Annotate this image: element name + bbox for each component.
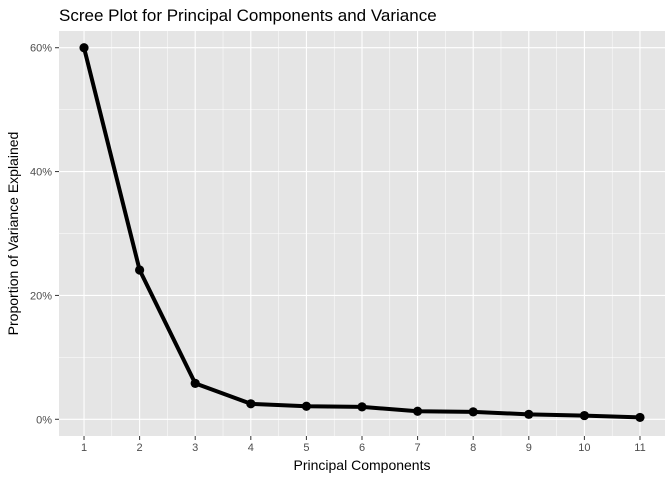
data-point-pc7 [413, 407, 422, 416]
y-axis-ticks: 0% 20% 40% 60% [30, 43, 59, 427]
x-axis-ticks: 1 2 3 4 5 6 7 8 9 10 11 [81, 436, 646, 454]
data-point-pc5 [302, 402, 311, 411]
x-tick-label: 5 [303, 442, 309, 454]
data-point-pc1 [79, 43, 88, 52]
y-tick-label: 0% [36, 414, 52, 426]
y-axis-label: Proportion of Variance Explained [5, 132, 21, 336]
x-tick-label: 7 [415, 442, 421, 454]
data-point-pc10 [580, 411, 589, 420]
x-tick-label: 6 [359, 442, 365, 454]
data-point-pc9 [524, 410, 533, 419]
x-tick-label: 10 [578, 442, 590, 454]
data-point-pc4 [246, 399, 255, 408]
y-tick-label: 20% [30, 290, 52, 302]
x-tick-label: 4 [248, 442, 254, 454]
x-tick-label: 3 [192, 442, 198, 454]
y-tick-label: 60% [30, 43, 52, 55]
chart-title: Scree Plot for Principal Components and … [59, 6, 437, 25]
x-tick-label: 11 [634, 442, 645, 454]
x-tick-label: 8 [470, 442, 476, 454]
x-tick-label: 2 [137, 442, 143, 454]
data-point-pc6 [357, 402, 366, 411]
x-tick-label: 9 [526, 442, 532, 454]
y-tick-label: 40% [30, 167, 52, 179]
data-point-pc8 [469, 407, 478, 416]
data-point-pc3 [191, 379, 200, 388]
x-tick-label: 1 [81, 442, 87, 454]
data-point-pc11 [635, 413, 644, 422]
x-axis-label: Principal Components [294, 457, 431, 473]
data-point-pc2 [135, 265, 144, 274]
